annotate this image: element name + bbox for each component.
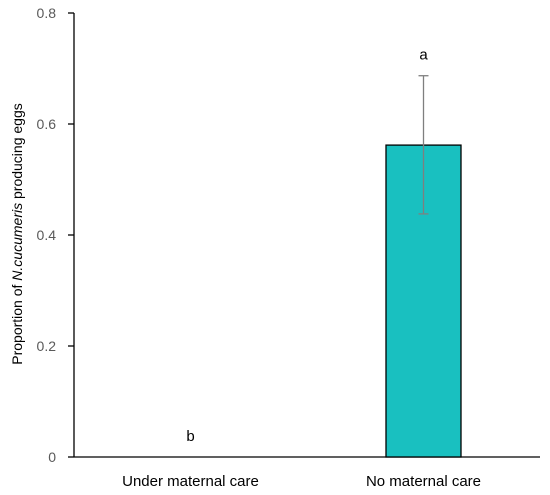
y-axis-title-species: N.cucumeris	[9, 203, 25, 281]
y-tick-label: 0.4	[37, 227, 57, 243]
error-bars	[418, 75, 429, 215]
x-axis: Under maternal care No maternal care	[74, 456, 540, 490]
y-axis-title-prefix: Proportion of	[9, 281, 25, 365]
x-tick-label: No maternal care	[366, 473, 481, 490]
significance-letters: ba	[186, 47, 428, 445]
y-axis-title-suffix: producing eggs	[9, 103, 25, 203]
y-axis-title: Proportion of N.cucumeris producing eggs	[9, 103, 25, 365]
y-tick-label: 0.8	[37, 5, 57, 21]
y-tick-label: 0	[48, 449, 56, 465]
significance-letter: b	[186, 428, 194, 445]
significance-letter: a	[419, 47, 428, 64]
y-tick-label: 0.2	[37, 338, 57, 354]
y-axis: 0 0.2 0.4 0.6 0.8	[37, 5, 75, 465]
x-tick-label: Under maternal care	[122, 473, 259, 490]
y-tick-label: 0.6	[37, 116, 57, 132]
